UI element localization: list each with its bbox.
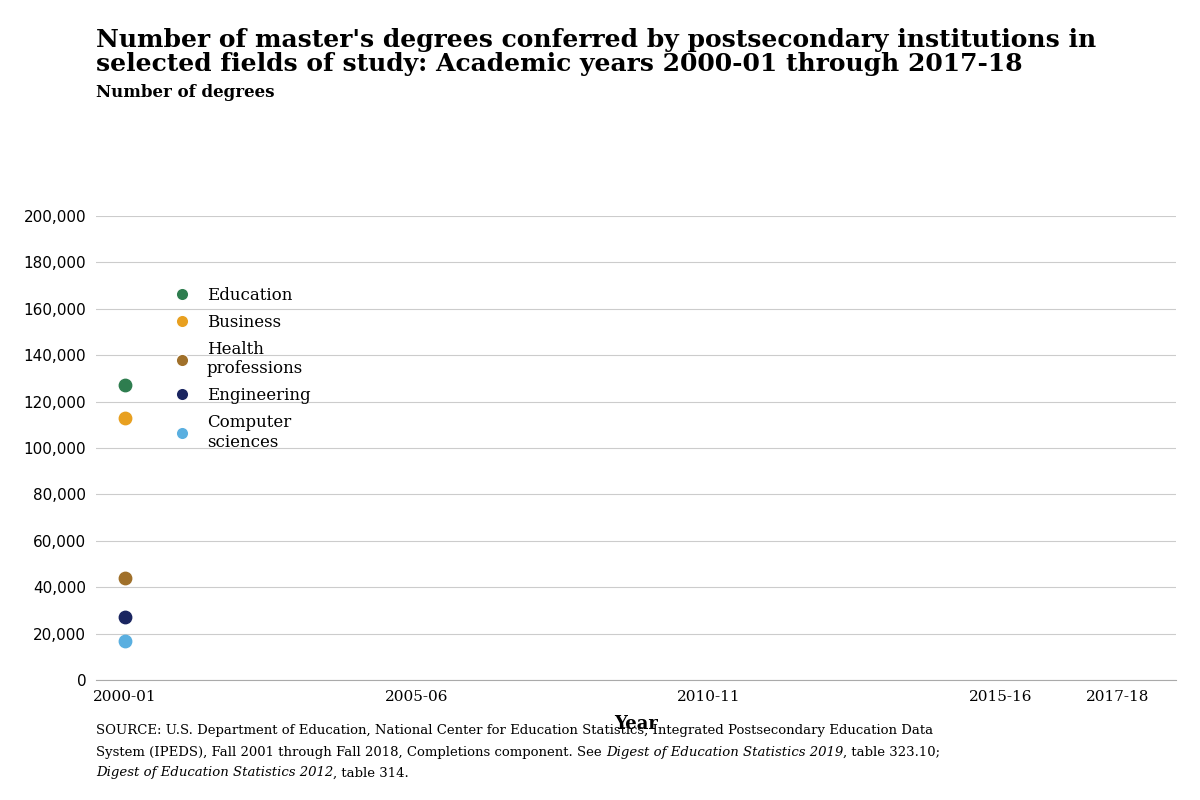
Point bbox=[115, 634, 134, 647]
Text: Digest of Education Statistics 2012: Digest of Education Statistics 2012 bbox=[96, 766, 334, 779]
Text: Number of master's degrees conferred by postsecondary institutions in: Number of master's degrees conferred by … bbox=[96, 28, 1097, 52]
Point bbox=[115, 571, 134, 584]
Point bbox=[115, 611, 134, 624]
Text: , table 323.10;: , table 323.10; bbox=[844, 746, 941, 758]
Text: System (IPEDS), Fall 2001 through Fall 2018, Completions component. See: System (IPEDS), Fall 2001 through Fall 2… bbox=[96, 746, 606, 758]
Legend: Education, Business, Health
professions, Engineering, Computer
sciences: Education, Business, Health professions,… bbox=[158, 280, 317, 458]
X-axis label: Year: Year bbox=[614, 715, 658, 733]
Text: Number of degrees: Number of degrees bbox=[96, 84, 275, 101]
Text: , table 314.: , table 314. bbox=[334, 766, 409, 779]
Point bbox=[115, 379, 134, 392]
Text: SOURCE: U.S. Department of Education, National Center for Education Statistics, : SOURCE: U.S. Department of Education, Na… bbox=[96, 724, 934, 737]
Point bbox=[115, 411, 134, 424]
Text: selected fields of study: Academic years 2000-01 through 2017-18: selected fields of study: Academic years… bbox=[96, 52, 1022, 76]
Text: Digest of Education Statistics 2019: Digest of Education Statistics 2019 bbox=[606, 746, 844, 758]
